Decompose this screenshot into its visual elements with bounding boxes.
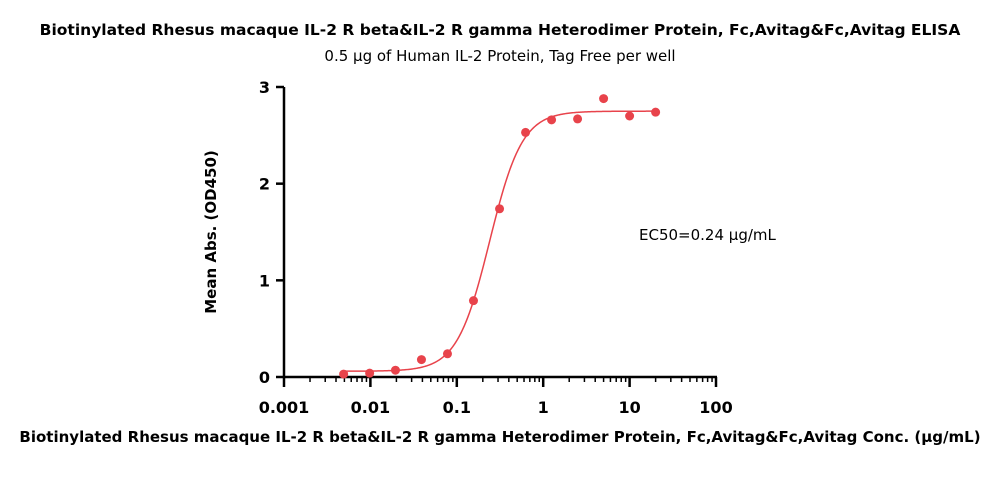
y-tick-label: 2 (259, 175, 270, 194)
y-tick-label: 0 (259, 368, 270, 387)
data-point (625, 111, 635, 121)
data-point (651, 107, 661, 117)
data-point (365, 368, 375, 378)
x-tick-label: 10 (618, 398, 640, 417)
data-point (573, 114, 583, 124)
y-tick-label: 1 (259, 271, 270, 290)
y-axis-label: Mean Abs. (OD450) (202, 150, 220, 314)
data-point (442, 349, 452, 359)
data-point (339, 369, 349, 379)
data-point (547, 115, 557, 125)
x-tick-label: 0.001 (259, 398, 310, 417)
data-point (468, 296, 478, 306)
x-tick-label: 0.01 (351, 398, 390, 417)
x-tick-label: 1 (538, 398, 549, 417)
data-points (339, 94, 661, 379)
x-tick-label: 100 (699, 398, 732, 417)
data-point (390, 365, 400, 375)
data-point (521, 127, 531, 137)
ec50-annotation: EC50=0.24 μg/mL (639, 226, 777, 244)
chart-subtitle: 0.5 μg of Human IL-2 Protein, Tag Free p… (324, 47, 676, 65)
y-tick-label: 3 (259, 78, 270, 97)
chart-title: Biotinylated Rhesus macaque IL-2 R beta&… (39, 21, 961, 39)
ticks: 0 1 2 3 0.001 0.01 0.1 1 10 100 (259, 78, 733, 417)
data-point (495, 204, 505, 214)
x-tick-label: 0.1 (443, 398, 471, 417)
data-point (416, 355, 426, 365)
data-point (599, 94, 609, 104)
fit-curve (343, 110, 656, 372)
x-axis-label: Biotinylated Rhesus macaque IL-2 R beta&… (19, 428, 981, 446)
axes (282, 87, 717, 379)
